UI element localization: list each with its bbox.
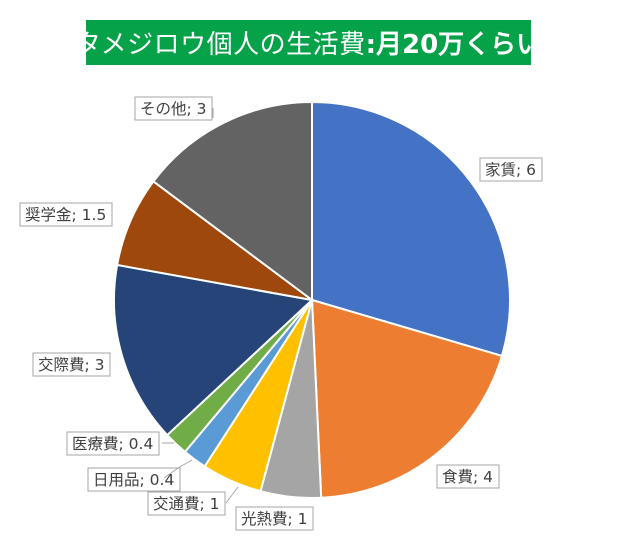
data-label-text: 医療費; 0.4 [72,435,153,453]
data-label-box [87,467,181,492]
data-label-6: 医療費; 0.4 [66,431,174,456]
data-label-box [479,157,543,182]
data-label-text: 交通費; 1 [153,495,220,513]
chart-title-main: タメジロウ個人の生活費 [74,30,366,60]
data-label-4: 交通費; 1 [147,486,239,516]
data-label-text: 奨学金; 1.5 [25,206,106,224]
data-label-text: その他; 3 [140,100,207,118]
data-label-2: 食費; 4 [436,464,500,489]
pie-slice-2 [310,298,504,499]
data-label-box [66,431,160,456]
data-label-box [147,491,226,516]
data-label-5: 日用品; 0.4 [87,459,193,492]
pie-slice-9 [152,100,313,302]
data-label-8: 奨学金; 1.5 [19,202,113,227]
data-label-1: 家賃; 6 [479,157,543,182]
leader-line [163,459,193,479]
data-label-text: 食費; 4 [442,468,493,486]
pie-slices [113,100,511,500]
data-label-box [436,464,500,489]
data-label-box [32,352,111,377]
data-label-text: 家賃; 6 [485,161,536,179]
data-label-text: 光熱費; 1 [241,510,308,528]
pie-slice-1 [311,100,511,358]
data-label-text: 交際費; 3 [38,356,105,374]
data-label-box [19,202,113,227]
data-label-9: その他; 3 [134,96,214,121]
data-label-7: 交際費; 3 [32,352,111,377]
chart-title: タメジロウ個人の生活費:月20万くらい [75,20,542,65]
data-label-box [235,506,314,531]
data-label-3: 光熱費; 1 [235,506,314,531]
data-label-box [134,96,213,121]
data-label-text: 日用品; 0.4 [93,471,174,489]
data-labels: 家賃; 6 食費; 4 光熱費; 1 交通費; 1 日用品; 0.4 医療費; 0.4 交際… [19,96,543,531]
pie-slice-7 [113,263,315,437]
chart-title-sub: :月20万くらい [365,30,543,60]
leader-line [225,486,239,504]
